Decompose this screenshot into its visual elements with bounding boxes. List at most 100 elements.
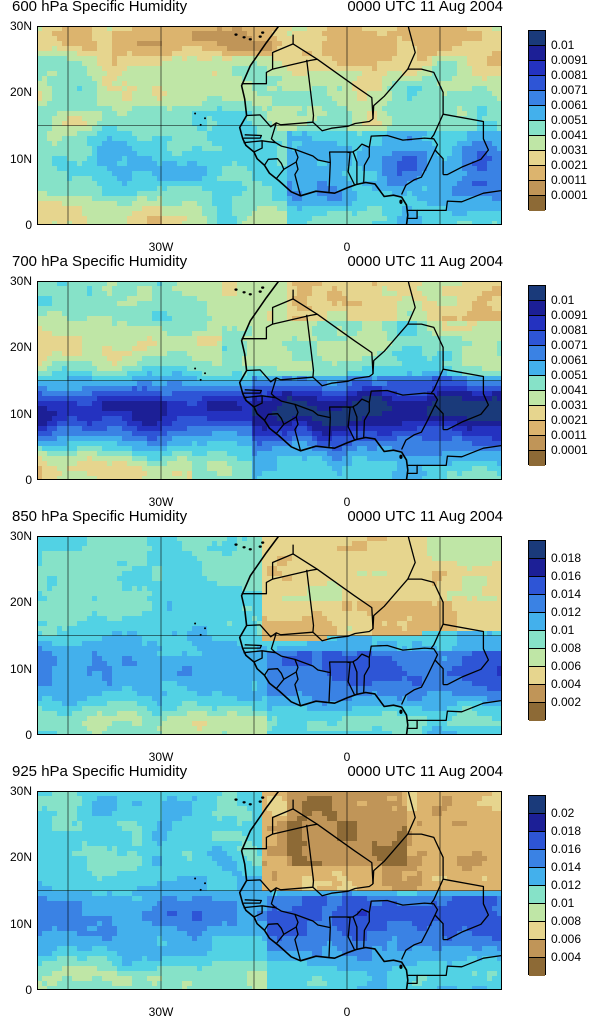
- colorbar-label: 0.0011: [551, 428, 587, 442]
- colorbar-swatch: [529, 832, 545, 850]
- colorbar-swatch: [529, 577, 545, 595]
- colorbar-swatch: [529, 649, 545, 667]
- colorbar-label: 0.01: [551, 896, 575, 910]
- colorbar-swatch: [529, 151, 545, 166]
- colorbar-label: 0.014: [551, 587, 582, 601]
- panel-title: 600 hPa Specific Humidity: [12, 0, 188, 15]
- colorbar-swatch: [529, 286, 545, 301]
- y-tick-label: 0: [25, 473, 32, 487]
- y-tick-label: 0: [25, 218, 32, 232]
- y-tick-label: 20N: [9, 340, 32, 355]
- x-tick-label: 0: [343, 240, 351, 254]
- colorbar-label: 0.0051: [551, 113, 588, 127]
- colorbar: [528, 30, 546, 211]
- colorbar-label: 0.008: [551, 641, 582, 655]
- country-borders: [241, 791, 502, 985]
- colorbar-label: 0.0091: [551, 53, 588, 67]
- colorbar-label: 0.004: [551, 677, 582, 691]
- y-tick-label: 20N: [9, 85, 32, 100]
- colorbar-label: 0.018: [551, 551, 582, 565]
- islands: [194, 541, 403, 714]
- colorbar-label: 0.01: [551, 623, 575, 637]
- panel-time: 0000 UTC 11 Aug 2004: [347, 763, 503, 780]
- colorbar-label: 0.0001: [551, 443, 588, 457]
- colorbar-label: 0.0001: [551, 188, 588, 202]
- y-tick-label: 20N: [9, 595, 32, 610]
- colorbar-swatch: [529, 331, 545, 346]
- colorbar-swatch: [529, 667, 545, 685]
- colorbar-swatch: [529, 451, 545, 466]
- colorbar: [528, 285, 546, 466]
- panel-time: 0000 UTC 11 Aug 2004: [347, 253, 503, 270]
- colorbar-swatch: [529, 703, 545, 721]
- colorbar-label: 0.01: [551, 38, 575, 52]
- colorbar-label: 0.016: [551, 569, 582, 583]
- colorbar-swatch: [529, 46, 545, 61]
- colorbar-label: 0.0041: [551, 383, 588, 397]
- colorbar: [528, 795, 546, 976]
- colorbar-swatch: [529, 196, 545, 211]
- colorbar-label: 0.0021: [551, 413, 588, 427]
- humidity-map: [37, 26, 502, 225]
- colorbar-swatch: [529, 301, 545, 316]
- colorbar-label: 0.0081: [551, 68, 588, 82]
- panel-700: 700 hPa Specific Humidity 0000 UTC 11 Au…: [0, 253, 600, 510]
- colorbar-label: 0.0071: [551, 83, 588, 97]
- colorbar-swatch: [529, 61, 545, 76]
- colorbar-label: 0.0031: [551, 143, 588, 157]
- colorbar-swatch: [529, 136, 545, 151]
- colorbar-label: 0.008: [551, 914, 582, 928]
- colorbar-label: 0.0051: [551, 368, 588, 382]
- colorbar-label: 0.016: [551, 842, 582, 856]
- colorbar-label: 0.0081: [551, 323, 588, 337]
- humidity-map: [37, 281, 502, 480]
- islands: [194, 286, 403, 459]
- colorbar-swatch: [529, 685, 545, 703]
- y-tick-label: 10N: [9, 151, 32, 166]
- y-tick-label: 30N: [9, 19, 32, 33]
- colorbar-label: 0.0011: [551, 173, 587, 187]
- colorbar-label: 0.014: [551, 860, 582, 874]
- panel-title: 850 hPa Specific Humidity: [12, 508, 188, 525]
- colorbar-swatch: [529, 958, 545, 976]
- colorbar-swatch: [529, 886, 545, 904]
- colorbar-swatch: [529, 559, 545, 577]
- y-tick-label: 0: [25, 728, 32, 742]
- x-tick-label: 30W: [148, 240, 174, 254]
- panel-850: 850 hPa Specific Humidity 0000 UTC 11 Au…: [0, 508, 600, 765]
- colorbar: [528, 540, 546, 721]
- colorbar-swatch: [529, 391, 545, 406]
- panel-925: 925 hPa Specific Humidity 0000 UTC 11 Au…: [0, 763, 600, 1020]
- y-tick-label: 30N: [9, 274, 32, 288]
- colorbar-swatch: [529, 595, 545, 613]
- colorbar-swatch: [529, 421, 545, 436]
- colorbar-label: 0.006: [551, 659, 582, 673]
- colorbar-label: 0.002: [551, 695, 582, 709]
- country-borders: [241, 536, 502, 730]
- colorbar-swatch: [529, 436, 545, 451]
- coastline: [238, 281, 409, 480]
- panel-600: 600 hPa Specific Humidity 0000 UTC 11 Au…: [0, 0, 600, 255]
- colorbar-swatch: [529, 106, 545, 121]
- colorbar-label: 0.0041: [551, 128, 588, 142]
- colorbar-swatch: [529, 814, 545, 832]
- colorbar-label: 0.01: [551, 293, 575, 307]
- x-tick-label: 30W: [148, 1005, 174, 1019]
- colorbar-label: 0.0061: [551, 98, 588, 112]
- colorbar-label: 0.02: [551, 806, 575, 820]
- colorbar-swatch: [529, 76, 545, 91]
- colorbar-swatch: [529, 361, 545, 376]
- colorbar-label: 0.018: [551, 824, 582, 838]
- panel-title: 700 hPa Specific Humidity: [12, 253, 188, 270]
- colorbar-label: 0.004: [551, 950, 582, 964]
- colorbar-swatch: [529, 868, 545, 886]
- colorbar-swatch: [529, 541, 545, 559]
- x-tick-label: 0: [343, 750, 351, 764]
- colorbar-swatch: [529, 850, 545, 868]
- colorbar-swatch: [529, 406, 545, 421]
- colorbar-label: 0.0021: [551, 158, 588, 172]
- colorbar-swatch: [529, 91, 545, 106]
- coastline: [238, 536, 409, 735]
- colorbar-label: 0.0071: [551, 338, 588, 352]
- panel-time: 0000 UTC 11 Aug 2004: [347, 508, 503, 525]
